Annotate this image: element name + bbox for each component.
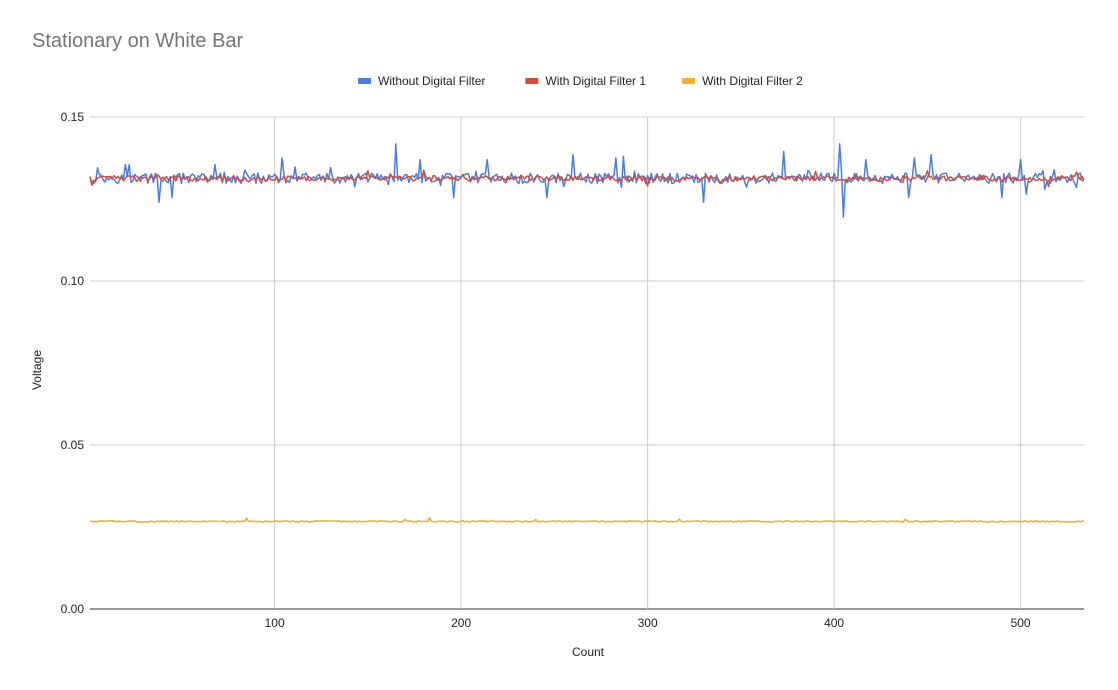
series-layer (89, 143, 1085, 524)
x-tick-label: 500 (1011, 616, 1031, 630)
x-axis-title: Count (572, 645, 605, 659)
tick-layer: 0.00 0.05 0.10 0.15 100 200 300 400 500 (61, 110, 1031, 630)
legend-swatch (682, 78, 696, 84)
series-line-2 (89, 170, 1085, 188)
series-line-3 (89, 516, 1085, 524)
legend-label: With Digital Filter 1 (545, 74, 646, 88)
legend-label: With Digital Filter 2 (702, 74, 803, 88)
chart-title: Stationary on White Bar (32, 30, 244, 52)
grid-layer (90, 116, 1084, 610)
x-tick-label: 200 (451, 616, 471, 630)
x-tick-label: 400 (824, 616, 844, 630)
legend-swatch (358, 78, 371, 84)
y-tick-label: 0.10 (61, 274, 85, 288)
y-tick-label: 0.05 (61, 438, 85, 452)
y-tick-label: 0.00 (61, 602, 85, 616)
legend-swatch (525, 78, 539, 84)
series-line-1 (89, 143, 1085, 218)
x-tick-label: 100 (265, 616, 285, 630)
y-tick-label: 0.15 (61, 110, 85, 124)
x-tick-label: 300 (638, 616, 658, 630)
legend: Without Digital Filter With Digital Filte… (358, 74, 803, 88)
y-axis-title: Voltage (30, 350, 44, 390)
legend-label: Without Digital Filter (378, 74, 485, 88)
